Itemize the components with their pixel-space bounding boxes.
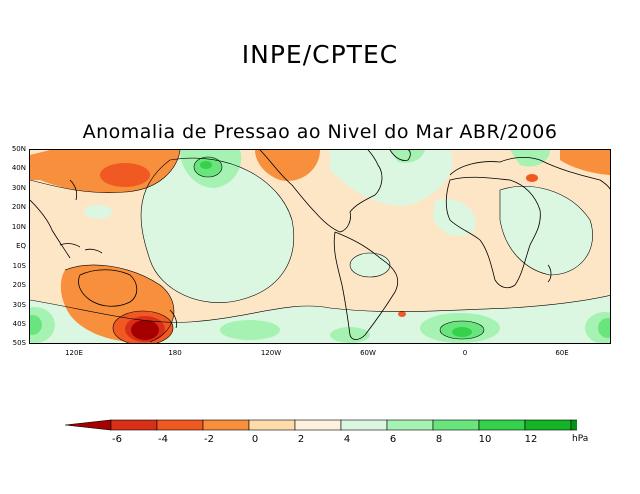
legend-label-neg4: -4 bbox=[158, 434, 168, 445]
legend-swatch bbox=[524, 419, 572, 431]
lat-label-30n: 30N bbox=[11, 184, 26, 192]
negative-core-north-pacific bbox=[100, 163, 150, 187]
legend-label-6: 6 bbox=[389, 434, 397, 445]
map-canvas bbox=[30, 150, 610, 343]
positive-anomaly-africa-west bbox=[433, 199, 476, 237]
lat-label-40s: 40S bbox=[12, 320, 26, 328]
negative-core-mediterranean bbox=[526, 174, 538, 182]
legend-swatch bbox=[294, 419, 342, 431]
legend-swatch bbox=[202, 419, 250, 431]
positive-core-south-2c bbox=[452, 327, 472, 337]
legend-swatch bbox=[110, 419, 158, 431]
lat-label-10n: 10N bbox=[11, 223, 26, 231]
legend-label-0: 0 bbox=[251, 434, 259, 445]
legend-arrow-left bbox=[65, 419, 112, 431]
lon-label-60w: 60W bbox=[360, 349, 376, 357]
positive-core-siberia bbox=[510, 150, 550, 167]
legend-label-12: 12 bbox=[524, 434, 538, 445]
lon-label-0: 0 bbox=[462, 349, 468, 357]
positive-core-south-1 bbox=[220, 320, 280, 340]
legend-label-4: 4 bbox=[343, 434, 351, 445]
positive-anomaly-pacific bbox=[141, 158, 294, 303]
legend-swatch bbox=[248, 419, 296, 431]
coastlines bbox=[30, 150, 610, 340]
positive-anomaly-small bbox=[84, 205, 112, 219]
lat-label-30s: 30S bbox=[12, 301, 26, 309]
legend-label-10: 10 bbox=[478, 434, 492, 445]
positive-anomaly-indian bbox=[500, 186, 593, 275]
positive-core-north-atlantic bbox=[390, 150, 425, 163]
lon-label-60e: 60E bbox=[555, 349, 569, 357]
lat-label-10s: 10S bbox=[12, 262, 26, 270]
legend-unit: hPa bbox=[572, 434, 589, 444]
legend-swatch bbox=[156, 419, 204, 431]
lat-label-20s: 20S bbox=[12, 281, 26, 289]
legend-swatch bbox=[386, 419, 434, 431]
positive-core-np-center bbox=[200, 161, 212, 169]
page-title: INPE/CPTEC bbox=[241, 40, 399, 69]
legend-swatch bbox=[432, 419, 480, 431]
negative-anomaly-north-america bbox=[255, 150, 320, 181]
lat-label-40n: 40N bbox=[11, 164, 26, 172]
legend-label-neg2: -2 bbox=[204, 434, 214, 445]
lat-label-50n: 50N bbox=[11, 145, 26, 153]
legend-label-8: 8 bbox=[435, 434, 443, 445]
positive-core-south-east-2 bbox=[598, 318, 610, 338]
contour-lines bbox=[30, 150, 610, 343]
anomaly-map bbox=[29, 149, 611, 344]
legend-swatch bbox=[570, 419, 577, 431]
lon-label-120e: 120E bbox=[65, 349, 83, 357]
positive-core-south-west-2 bbox=[30, 315, 42, 335]
negative-core-new-zealand-center bbox=[131, 320, 159, 340]
legend-label-neg6: -6 bbox=[112, 434, 122, 445]
lat-label-eq: EQ bbox=[16, 242, 26, 250]
legend-swatch bbox=[340, 419, 388, 431]
positive-anomaly-atlantic bbox=[330, 150, 453, 206]
lat-label-20n: 20N bbox=[11, 203, 26, 211]
legend-colorbar bbox=[65, 419, 577, 431]
lon-label-180: 180 bbox=[168, 349, 182, 357]
lat-label-50s: 50S bbox=[12, 339, 26, 347]
negative-core-atlantic-south bbox=[398, 311, 406, 317]
positive-anomaly-south-america bbox=[350, 253, 390, 277]
map-title: Anomalia de Pressao ao Nivel do Mar ABR/… bbox=[82, 121, 558, 143]
lon-label-120w: 120W bbox=[260, 349, 282, 357]
negative-anomaly-europe bbox=[560, 150, 610, 175]
legend-label-2: 2 bbox=[297, 434, 305, 445]
legend-swatch bbox=[478, 419, 526, 431]
